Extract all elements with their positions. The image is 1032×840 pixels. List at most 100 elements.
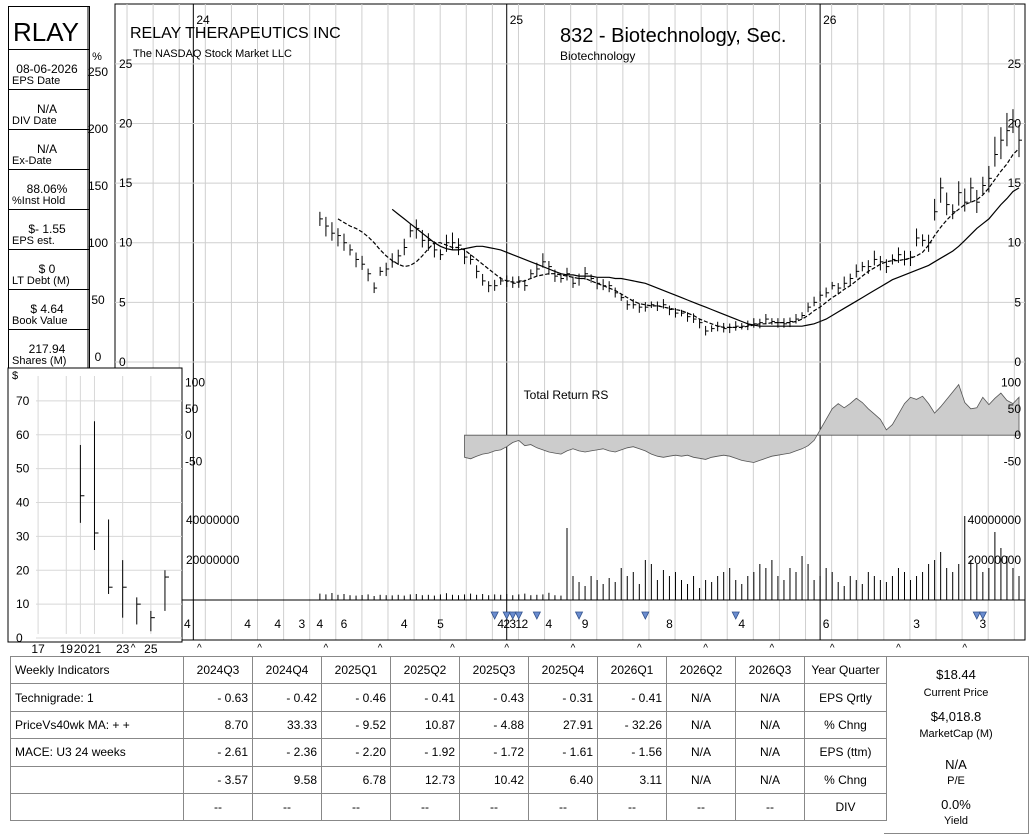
eps-rank-label: 1 xyxy=(515,617,522,631)
eps-rank-label: 2 xyxy=(503,617,510,631)
table-cell: % Chng xyxy=(804,710,887,740)
table-header-row: Weekly Indicators 2024Q3 2024Q4 2025Q1 2025Q… xyxy=(10,655,887,685)
rs-tick-left: 0 xyxy=(185,428,192,442)
table-cell: - 0.46 xyxy=(321,683,391,712)
sidebar-stat-value: N/A xyxy=(36,102,57,116)
eps-rank-label: 4 xyxy=(401,617,408,631)
percent-tick: 250 xyxy=(88,65,108,79)
table-header-cell: 2024Q4 xyxy=(252,655,322,685)
quarter-caret: ^ xyxy=(197,643,202,654)
eps-rank-label: 6 xyxy=(823,617,830,631)
table-cell: - 0.43 xyxy=(459,683,529,712)
quarter-caret: ^ xyxy=(571,643,576,654)
sidebar-stat-value: N/A xyxy=(36,142,57,156)
table-cell: N/A xyxy=(735,710,805,740)
table-cell: - 2.36 xyxy=(252,738,322,767)
exchange-name: The NASDAQ Stock Market LLC xyxy=(133,48,292,60)
inset-y-tick: 10 xyxy=(16,597,30,611)
inset-y-tick: 30 xyxy=(16,529,30,543)
sidebar-stat-label: Ex-Date xyxy=(12,155,52,167)
table-header-cell: 2025Q1 xyxy=(321,655,391,685)
table-cell: - 9.52 xyxy=(321,710,391,740)
sidebar-stat-value: 217.94 xyxy=(28,342,66,356)
sidebar-stat-value: 88.06% xyxy=(26,182,68,196)
company-name: RELAY THERAPEUTICS INC xyxy=(130,25,341,42)
quarter-caret: ^ xyxy=(324,643,329,654)
table-cell: N/A xyxy=(735,765,805,794)
table-cell: - 1.92 xyxy=(390,738,460,767)
eps-triangle-marker xyxy=(532,611,541,620)
volume-tick-left: 40000000 xyxy=(186,513,240,527)
inset-x-tick: 23 xyxy=(116,642,130,656)
price-tick-right: 10 xyxy=(1008,236,1022,250)
table-cell xyxy=(10,792,184,822)
eps-rank-label: 4 xyxy=(497,617,504,631)
price-tick-right: 15 xyxy=(1008,176,1022,190)
price-tick-left: 10 xyxy=(119,236,133,250)
current-price-label: Current Price xyxy=(923,687,989,699)
inset-y-tick: 20 xyxy=(16,563,30,577)
sidebar-stat-label: Book Value xyxy=(12,315,68,327)
sector-name: Biotechnology xyxy=(560,49,635,63)
table-cell: 8.70 xyxy=(183,710,253,740)
sidebar-stat-value: $- 1.55 xyxy=(28,222,66,236)
rs-area xyxy=(464,383,1020,463)
eps-rank-label: 3 xyxy=(913,617,920,631)
ma10-line xyxy=(337,148,1020,328)
table-cell: - 2.61 xyxy=(183,738,253,767)
sidebar-stat-value: $ 0 xyxy=(38,262,56,276)
table-cell: EPS (ttm) xyxy=(804,738,887,767)
table-cell: 3.11 xyxy=(597,765,667,794)
eps-rank-label: 3 xyxy=(298,617,305,631)
eps-rank-label: 9 xyxy=(582,617,589,631)
price-tick-left: 20 xyxy=(119,116,133,130)
ticker-symbol: RLAY xyxy=(13,17,79,47)
price-tick-left: 25 xyxy=(119,57,133,71)
table-cell: 9.58 xyxy=(252,765,322,794)
percent-tick: 50 xyxy=(91,293,105,307)
table-cell: 6.78 xyxy=(321,765,391,794)
quarter-caret: ^ xyxy=(257,643,262,654)
eps-triangle-marker xyxy=(972,611,981,620)
table-cell: - 0.41 xyxy=(390,683,460,712)
market-cap-label: MarketCap (M) xyxy=(919,728,993,740)
table-cell: 12.73 xyxy=(390,765,460,794)
table-cell: - 1.61 xyxy=(528,738,598,767)
table-cell: - 1.72 xyxy=(459,738,529,767)
inset-y-tick: 40 xyxy=(16,496,30,510)
table-cell: 6.40 xyxy=(528,765,598,794)
rs-title: Total Return RS xyxy=(524,388,609,402)
table-cell: -- xyxy=(459,792,529,822)
rs-tick-right: -50 xyxy=(1004,454,1022,468)
table-cell: -- xyxy=(597,792,667,822)
rs-tick-left: -50 xyxy=(185,454,203,468)
sidebar-stat: N/A Ex-Date xyxy=(9,129,89,170)
table-header-cell: Weekly Indicators xyxy=(10,655,184,685)
price-tick-right: 5 xyxy=(1014,295,1021,309)
ma40-line xyxy=(391,187,1020,327)
table-cell: DIV xyxy=(804,792,887,822)
sidebar-stat: $ 0 LT Debt (M) xyxy=(9,249,89,290)
table-cell: - 0.42 xyxy=(252,683,322,712)
table-header-cell: Year Quarter xyxy=(804,655,887,685)
quarter-caret: ^ xyxy=(962,643,967,654)
quarter-caret: ^ xyxy=(378,643,383,654)
table-cell: -- xyxy=(390,792,460,822)
sidebar-stat: $ 4.64 Book Value xyxy=(9,289,89,330)
table-cell: - 0.41 xyxy=(597,683,667,712)
sidebar-stat: 217.94 Shares (M) xyxy=(9,329,89,370)
pe-value: N/A xyxy=(945,757,967,772)
table-header-cell: 2025Q4 xyxy=(528,655,598,685)
quarter-caret: ^ xyxy=(504,643,509,654)
stats-sidebar: RLAY 08-06-2026 EPS Date N/A DIV Date N/A Ex-… xyxy=(8,6,90,370)
sidebar-stat-value: $ 4.64 xyxy=(30,302,64,316)
table-cell: % Chng xyxy=(804,765,887,794)
sidebar-stat: 08-06-2026 EPS Date xyxy=(9,49,89,90)
sidebar-stat-label: EPS Date xyxy=(12,75,61,87)
sidebar-stat: N/A DIV Date xyxy=(9,89,89,130)
percent-tick: 200 xyxy=(88,122,108,136)
table-cell: - 0.31 xyxy=(528,683,598,712)
inset-x-tick: 19 xyxy=(60,642,74,656)
table-cell: - 0.63 xyxy=(183,683,253,712)
quarter-caret: ^ xyxy=(637,643,642,654)
